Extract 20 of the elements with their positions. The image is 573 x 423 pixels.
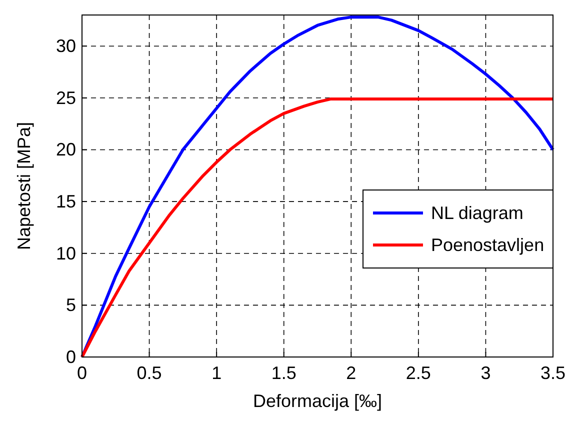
x-tick-label: 2.5	[406, 363, 431, 383]
y-tick-label: 30	[56, 36, 76, 56]
line-series	[80, 97, 554, 358]
x-tick-label: 3.5	[540, 363, 566, 383]
y-tick-label: 0	[66, 347, 76, 367]
y-axis-title: Napetosti [MPa]	[14, 122, 34, 250]
y-tick-label: 15	[56, 192, 76, 212]
legend-label: NL diagram	[431, 203, 524, 223]
x-tick-label: 0.5	[136, 363, 162, 383]
x-tick-label: 1.5	[271, 363, 296, 383]
y-tick-label: 10	[56, 243, 76, 264]
line-series	[80, 16, 554, 358]
legend-label: Poenostavljen	[431, 235, 544, 255]
x-tick-label: 3	[480, 363, 491, 383]
x-tick-label: 1	[212, 363, 222, 383]
y-tick-label: 25	[56, 88, 76, 108]
x-tick-label: 2	[346, 363, 356, 383]
y-tick-label: 20	[56, 140, 76, 160]
y-tick-label: 5	[66, 295, 76, 316]
x-axis-title: Deformacija [‰]	[252, 391, 382, 411]
